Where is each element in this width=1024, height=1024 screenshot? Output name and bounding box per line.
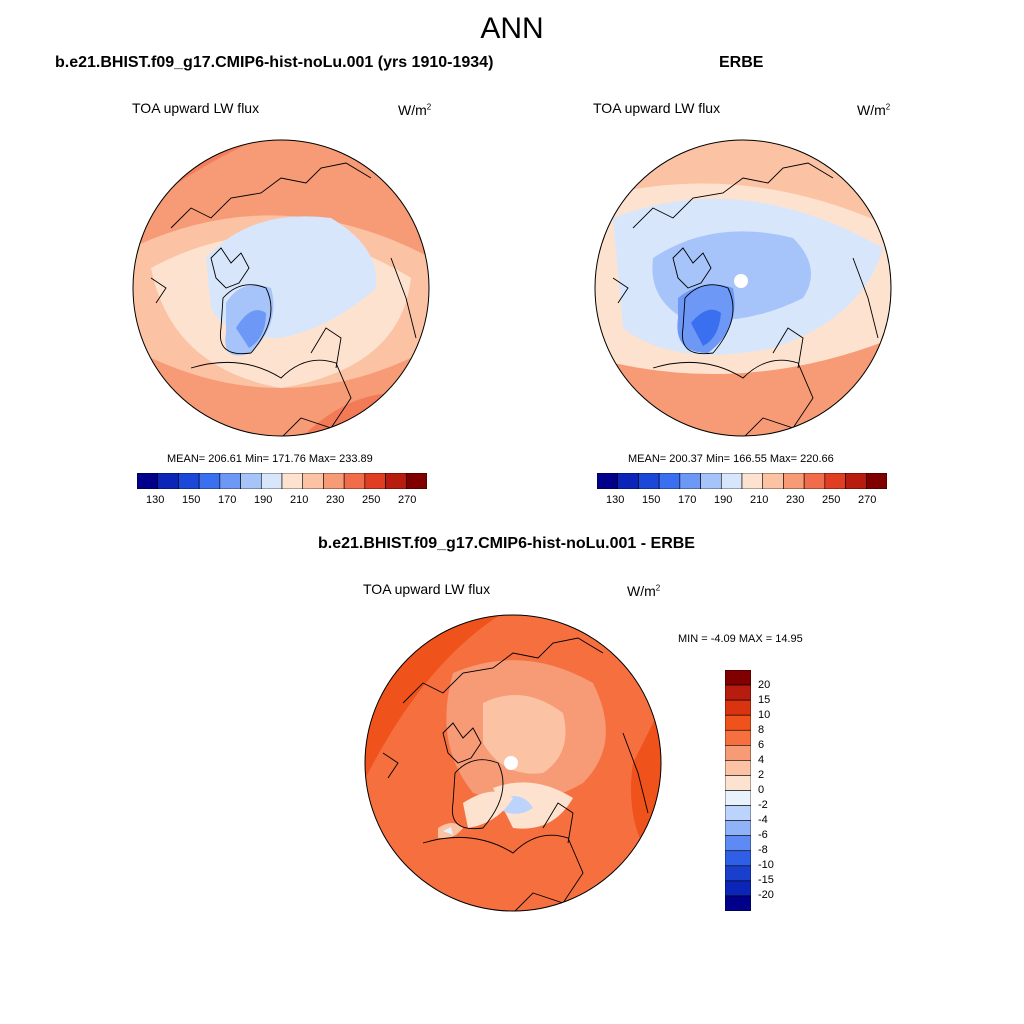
panel1-colorbar-tick: 230 [326,494,345,506]
panel3-colorbar-tick: 4 [758,754,765,766]
figure-title: ANN [480,12,544,45]
colorbar-swatch [617,473,639,489]
colorbar-swatch [725,835,751,852]
colorbar-swatch [700,473,722,489]
colorbar-swatch [679,473,701,489]
panel2-variable-label: TOA upward LW flux [593,100,721,116]
panel2-stats: MEAN= 200.37 Min= 166.55 Max= 220.66 [628,453,834,465]
colorbar-swatch [725,820,751,836]
colorbar-swatch [725,895,751,911]
colorbar-swatch [302,473,324,489]
panel3-stats: MIN = -4.09 MAX = 14.95 [678,633,803,645]
panel2-colorbar-tick: 270 [858,494,877,506]
colorbar-swatch [762,473,784,489]
colorbar-swatch [281,473,304,489]
panel1-run-title: b.e21.BHIST.f09_g17.CMIP6-hist-noLu.001 … [55,54,494,71]
colorbar-swatch [364,473,386,489]
panel2-colorbar-tick: 170 [678,494,697,506]
colorbar-swatch [725,729,751,746]
panel2-colorbar-tick: 230 [786,494,805,506]
panel3-units: W/m2 [627,583,661,599]
colorbar-swatch [725,880,751,897]
panel3-colorbar-tick: -6 [758,829,768,841]
colorbar-swatch [638,473,660,489]
panel3-colorbar-tick: 8 [758,724,765,736]
panel2-polar-map [594,139,892,437]
panel1-colorbar-tick: 150 [182,494,201,506]
colorbar-swatch [178,473,200,489]
panel1-colorbar-tick: 250 [362,494,381,506]
colorbar-swatch [323,473,345,489]
colorbar-swatch [725,865,751,882]
panel3-colorbar-tick: 20 [758,679,771,691]
panel2-run-title: ERBE [719,54,764,71]
panel3-polar-map [364,614,662,912]
colorbar-swatch [725,670,751,686]
colorbar-swatch [240,473,262,489]
colorbar-swatch [725,775,751,791]
colorbar-swatch [597,473,619,489]
panel2-colorbar-tick: 130 [606,494,625,506]
panel1-polar-map [132,139,430,437]
colorbar-swatch [260,473,283,489]
colorbar-swatch [725,760,751,776]
panel2-colorbar [597,473,887,489]
panel1-colorbar-tick: 210 [290,494,309,506]
panel1-colorbar [137,473,427,489]
panel3-run-title: b.e21.BHIST.f09_g17.CMIP6-hist-noLu.001 … [318,535,695,552]
colorbar-swatch [865,473,887,489]
panel1-stats: MEAN= 206.61 Min= 171.76 Max= 233.89 [167,453,373,465]
colorbar-swatch [725,745,751,761]
panel1-colorbar-tick: 170 [218,494,237,506]
panel3-colorbar-tick: 6 [758,739,765,751]
colorbar-swatch [725,790,751,806]
colorbar-swatch [137,473,159,489]
colorbar-swatch [157,473,179,489]
panel3-variable-label: TOA upward LW flux [363,581,491,597]
colorbar-swatch [198,473,221,489]
colorbar-swatch [385,473,407,489]
colorbar-swatch [783,473,805,489]
colorbar-swatch [725,805,751,821]
colorbar-swatch [658,473,681,489]
colorbar-swatch [219,473,241,489]
panel3-colorbar-tick: 10 [758,709,771,721]
panel3-colorbar-tick: -20 [758,889,774,901]
panel2-colorbar-tick: 150 [642,494,661,506]
colorbar-swatch [741,473,764,489]
colorbar-swatch [824,473,846,489]
panel3-colorbar-tick: -8 [758,844,768,856]
colorbar-swatch [845,473,867,489]
panel3-colorbar-tick: -15 [758,874,774,886]
panel2-colorbar-tick: 210 [750,494,769,506]
panel3-colorbar [725,670,751,911]
panel2-colorbar-tick: 190 [714,494,733,506]
colorbar-swatch [720,473,743,489]
colorbar-swatch [725,850,751,867]
panel3-colorbar-tick: 2 [758,769,765,781]
panel1-colorbar-tick: 130 [146,494,165,506]
panel2-units: W/m2 [857,102,891,118]
panel1-variable-label: TOA upward LW flux [132,100,260,116]
colorbar-swatch [405,473,427,489]
panel3-colorbar-tick: -4 [758,814,768,826]
panel1-colorbar-tick: 190 [254,494,273,506]
colorbar-swatch [725,699,751,716]
panel1-colorbar-tick: 270 [398,494,417,506]
colorbar-swatch [725,714,751,731]
colorbar-swatch [343,473,366,489]
panel3-colorbar-tick: 15 [758,694,771,706]
panel2-colorbar-tick: 250 [822,494,841,506]
panel3-colorbar-tick: -10 [758,859,774,871]
panel1-units: W/m2 [398,102,432,118]
panel3-colorbar-tick: 0 [758,784,765,796]
colorbar-swatch [803,473,826,489]
panel3-colorbar-tick: -2 [758,799,768,811]
colorbar-swatch [725,684,751,701]
